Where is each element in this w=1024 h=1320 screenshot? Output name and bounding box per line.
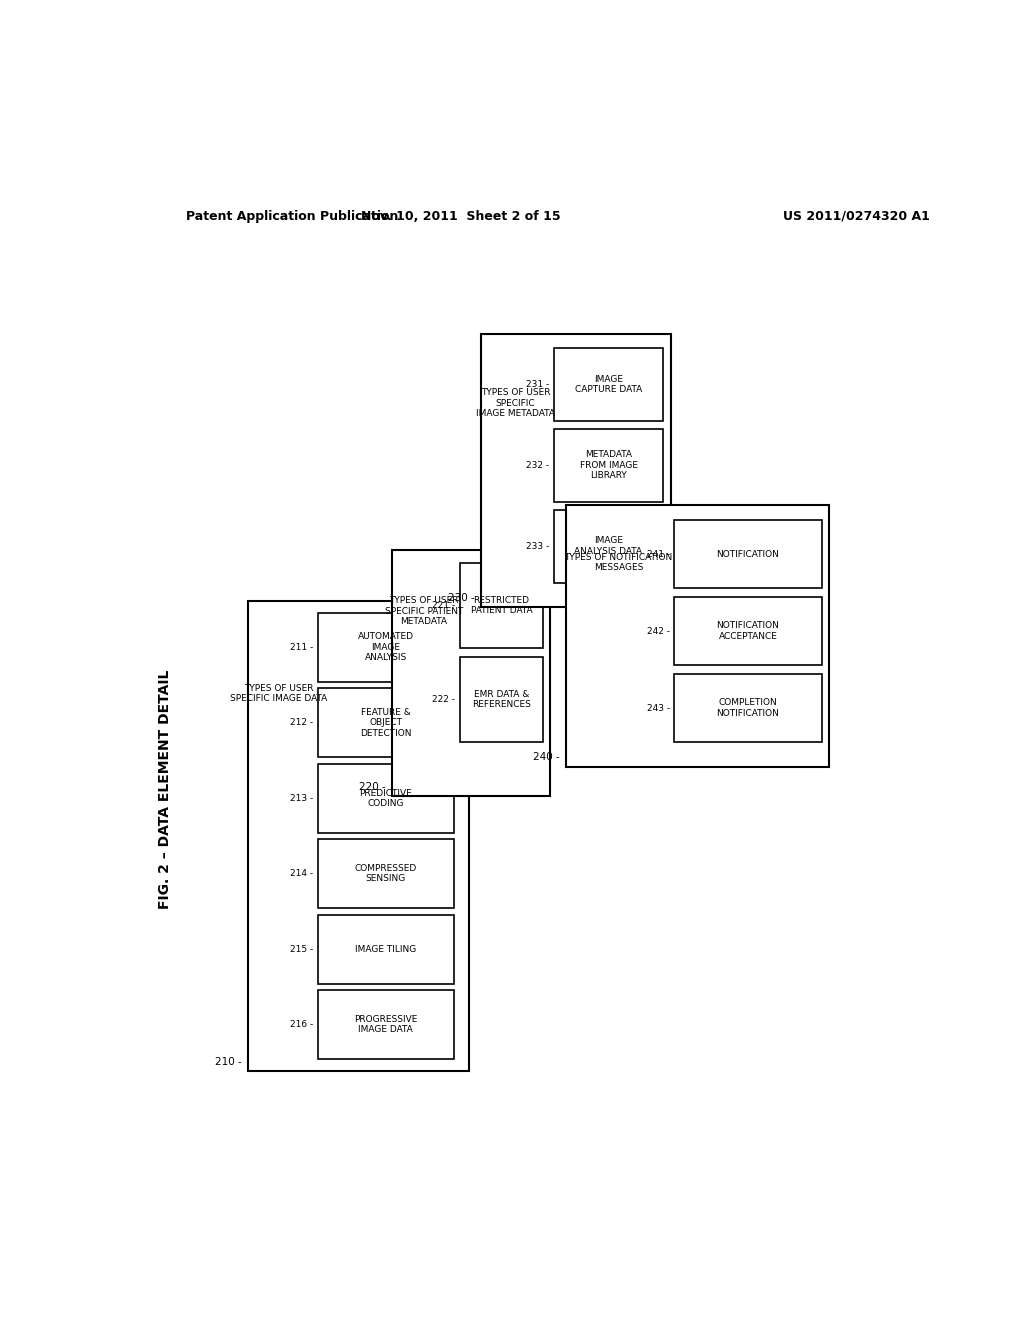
Text: 221 -: 221 - bbox=[432, 602, 455, 610]
Text: PROGRESSIVE
IMAGE DATA: PROGRESSIVE IMAGE DATA bbox=[354, 1015, 418, 1035]
Text: 241 -: 241 - bbox=[646, 549, 670, 558]
Text: AUTOMATED
IMAGE
ANALYSIS: AUTOMATED IMAGE ANALYSIS bbox=[357, 632, 414, 663]
Text: 231 -: 231 - bbox=[526, 380, 550, 389]
Text: TYPES OF USER
SPECIFIC PATIENT
METADATA: TYPES OF USER SPECIFIC PATIENT METADATA bbox=[385, 597, 463, 626]
Text: 214 -: 214 - bbox=[290, 870, 313, 878]
Text: RESTRICTED
PATIENT DATA: RESTRICTED PATIENT DATA bbox=[471, 597, 532, 615]
Bar bbox=[554, 429, 663, 502]
Text: 232 -: 232 - bbox=[526, 461, 550, 470]
Text: TYPES OF USER
SPECIFIC IMAGE DATA: TYPES OF USER SPECIFIC IMAGE DATA bbox=[230, 684, 328, 704]
Bar bbox=[675, 675, 821, 742]
Text: IMAGE
CAPTURE DATA: IMAGE CAPTURE DATA bbox=[574, 375, 642, 395]
Text: EMR DATA &
REFERENCES: EMR DATA & REFERENCES bbox=[472, 690, 531, 709]
Bar bbox=[317, 688, 454, 758]
Text: IMAGE TILING: IMAGE TILING bbox=[355, 945, 417, 953]
Bar bbox=[317, 915, 454, 983]
Bar bbox=[675, 520, 821, 589]
Text: 210 -: 210 - bbox=[215, 1056, 242, 1067]
Bar bbox=[317, 763, 454, 833]
Text: IMAGE
ANALYSIS DATA: IMAGE ANALYSIS DATA bbox=[574, 536, 642, 556]
Bar bbox=[554, 348, 663, 421]
Bar bbox=[460, 657, 544, 742]
Text: US 2011/0274320 A1: US 2011/0274320 A1 bbox=[783, 210, 930, 223]
Bar bbox=[317, 612, 454, 682]
Text: 212 -: 212 - bbox=[290, 718, 313, 727]
Text: 230 -: 230 - bbox=[447, 593, 474, 603]
Text: 211 -: 211 - bbox=[290, 643, 313, 652]
Bar bbox=[566, 506, 829, 767]
Bar bbox=[460, 564, 544, 648]
Text: 213 -: 213 - bbox=[290, 793, 313, 803]
Bar bbox=[248, 601, 469, 1071]
Text: FIG. 2 – DATA ELEMENT DETAIL: FIG. 2 – DATA ELEMENT DETAIL bbox=[158, 671, 172, 909]
Text: 215 -: 215 - bbox=[290, 945, 313, 953]
Text: COMPLETION
NOTIFICATION: COMPLETION NOTIFICATION bbox=[717, 698, 779, 718]
Text: Nov. 10, 2011  Sheet 2 of 15: Nov. 10, 2011 Sheet 2 of 15 bbox=[361, 210, 561, 223]
Text: 222 -: 222 - bbox=[432, 696, 455, 704]
Bar bbox=[480, 334, 671, 607]
Text: TYPES OF USER
SPECIFIC
IMAGE METADATA: TYPES OF USER SPECIFIC IMAGE METADATA bbox=[476, 388, 555, 418]
Text: NOTIFICATION: NOTIFICATION bbox=[717, 549, 779, 558]
Text: 233 -: 233 - bbox=[526, 541, 550, 550]
Bar bbox=[391, 549, 550, 796]
Text: METADATA
FROM IMAGE
LIBRARY: METADATA FROM IMAGE LIBRARY bbox=[580, 450, 638, 480]
Text: 220 -: 220 - bbox=[358, 781, 385, 792]
Text: 242 -: 242 - bbox=[647, 627, 670, 636]
Bar bbox=[675, 597, 821, 665]
Text: 216 -: 216 - bbox=[290, 1020, 313, 1030]
Text: TYPES OF NOTIFICATION
MESSAGES: TYPES OF NOTIFICATION MESSAGES bbox=[564, 553, 673, 573]
Text: FEATURE &
OBJECT
DETECTION: FEATURE & OBJECT DETECTION bbox=[360, 708, 412, 738]
Text: 243 -: 243 - bbox=[646, 704, 670, 713]
Text: Patent Application Publication: Patent Application Publication bbox=[186, 210, 398, 223]
Text: 240 -: 240 - bbox=[532, 752, 560, 763]
Bar bbox=[317, 840, 454, 908]
Bar bbox=[554, 510, 663, 582]
Text: NOTIFICATION
ACCEPTANCE: NOTIFICATION ACCEPTANCE bbox=[717, 622, 779, 642]
Bar bbox=[317, 990, 454, 1059]
Text: COMPRESSED
SENSING: COMPRESSED SENSING bbox=[354, 865, 417, 883]
Text: PREDICTIVE
CODING: PREDICTIVE CODING bbox=[359, 788, 412, 808]
